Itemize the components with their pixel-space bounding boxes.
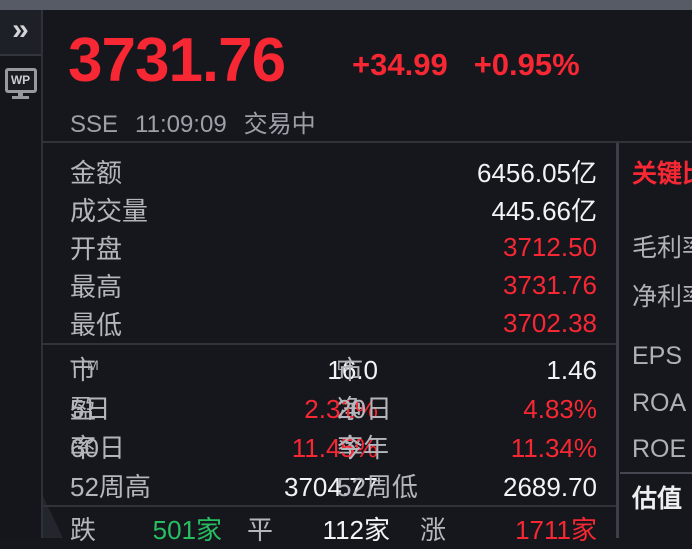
- ratio-item-gross-margin: 毛利率: [632, 234, 692, 262]
- stat-value: 3702.38: [503, 307, 597, 338]
- stat-value: 3704.77: [284, 472, 378, 502]
- price-change: +34.99: [352, 47, 448, 82]
- advancers-label: 涨: [420, 515, 447, 545]
- stat-label: 金额: [70, 157, 123, 188]
- stat-label: 60日: [70, 433, 125, 463]
- header-divider: [42, 141, 692, 143]
- valuation-section-title: 估值: [632, 485, 683, 513]
- stat-value: 3731.76: [503, 269, 597, 300]
- stat-row-volume: 成交量 445.66亿: [70, 190, 597, 228]
- unchanged-count: 112家: [322, 515, 390, 545]
- table-divider: [43, 505, 616, 507]
- stat-row-amount: 金额 6456.05亿: [70, 152, 597, 190]
- stat-row-high: 最高 3731.76: [70, 266, 597, 304]
- market-breadth-row: 跌 501家 平 112家 涨 1711家: [70, 511, 597, 549]
- pe-superscript: TTM: [70, 357, 99, 373]
- stat-value: 445.66亿: [491, 195, 597, 226]
- quote-time: 11:09:09: [135, 111, 227, 138]
- stat-label: 今年: [337, 433, 390, 463]
- ratio-item-roe: ROE: [632, 435, 687, 463]
- stat-label: 成交量: [70, 195, 149, 226]
- trading-status: 交易中: [243, 111, 316, 138]
- panel-section-divider: [620, 472, 692, 474]
- ratio-item-roa: ROA: [632, 389, 687, 417]
- stat-label: 20日: [337, 394, 392, 424]
- stat-value: 2689.70: [503, 472, 597, 502]
- wp-monitor-button[interactable]: WP: [0, 56, 41, 110]
- ratio-item-eps: EPS: [632, 342, 683, 370]
- corner-wedge-decoration: [43, 496, 63, 538]
- stat-label: 开盘: [70, 233, 123, 264]
- stat-label: 市盈率 TTM: [70, 355, 99, 463]
- unchanged-label: 平: [247, 515, 274, 545]
- ratio-item-net-margin: 净利率: [632, 283, 692, 311]
- panel-divider-vertical[interactable]: [616, 143, 619, 538]
- price-change-percent: +0.95%: [473, 47, 580, 82]
- price-change-row: +34.99 +0.95%: [352, 49, 580, 80]
- stat-row-5d-20d: 5日 2.31% 20日 4.83%: [70, 390, 597, 429]
- table-divider: [43, 343, 616, 345]
- stat-row-low: 最低 3702.38: [70, 304, 597, 342]
- stat-row-pe-pb: 市盈率 TTM 16.0 市净率 LF 1.46: [70, 351, 597, 463]
- stat-value: 11.34%: [510, 433, 597, 463]
- stat-label: 最高: [70, 271, 123, 302]
- exchange-status-row: SSE 11:09:09 交易中: [70, 111, 333, 138]
- wp-monitor-icon: WP: [4, 67, 37, 93]
- wp-monitor-label: WP: [10, 73, 31, 87]
- stat-value: 6456.05亿: [477, 157, 597, 188]
- stat-value: 4.83%: [523, 394, 597, 424]
- pb-superscript: LF: [337, 357, 354, 373]
- stat-value: 11.45%: [291, 433, 378, 463]
- stat-label: 最低: [70, 309, 123, 340]
- wp-monitor-base: [12, 95, 29, 99]
- stat-value: 2.31%: [304, 394, 378, 424]
- advancers-count: 1711家: [515, 515, 597, 545]
- expand-sidebar-button[interactable]: »: [0, 10, 41, 56]
- stat-label: 5日: [70, 394, 111, 424]
- wp-monitor-stand: [18, 92, 23, 96]
- stat-row-open: 开盘 3712.50: [70, 228, 597, 266]
- window-top-bar: [0, 0, 692, 10]
- stat-row-60d-ytd: 60日 11.45% 今年 11.34%: [70, 429, 597, 468]
- key-ratios-title: 关键比率: [632, 160, 692, 188]
- index-price: 3731.76: [68, 26, 286, 95]
- stat-row-52wk: 52周高 3704.77 52周低 2689.70: [70, 468, 597, 507]
- stat-value: 1.46: [546, 355, 597, 385]
- left-toolbar: » WP: [0, 10, 43, 538]
- double-chevron-right-icon: »: [12, 13, 29, 46]
- decliners-count: 501家: [152, 515, 222, 545]
- stat-label: 52周高: [70, 472, 151, 502]
- stat-value: 16.0: [327, 355, 378, 385]
- stat-label: 市净率 LF: [337, 355, 364, 463]
- stat-label: 52周低: [337, 472, 418, 502]
- exchange-code: SSE: [70, 111, 119, 138]
- stat-value: 3712.50: [503, 231, 597, 262]
